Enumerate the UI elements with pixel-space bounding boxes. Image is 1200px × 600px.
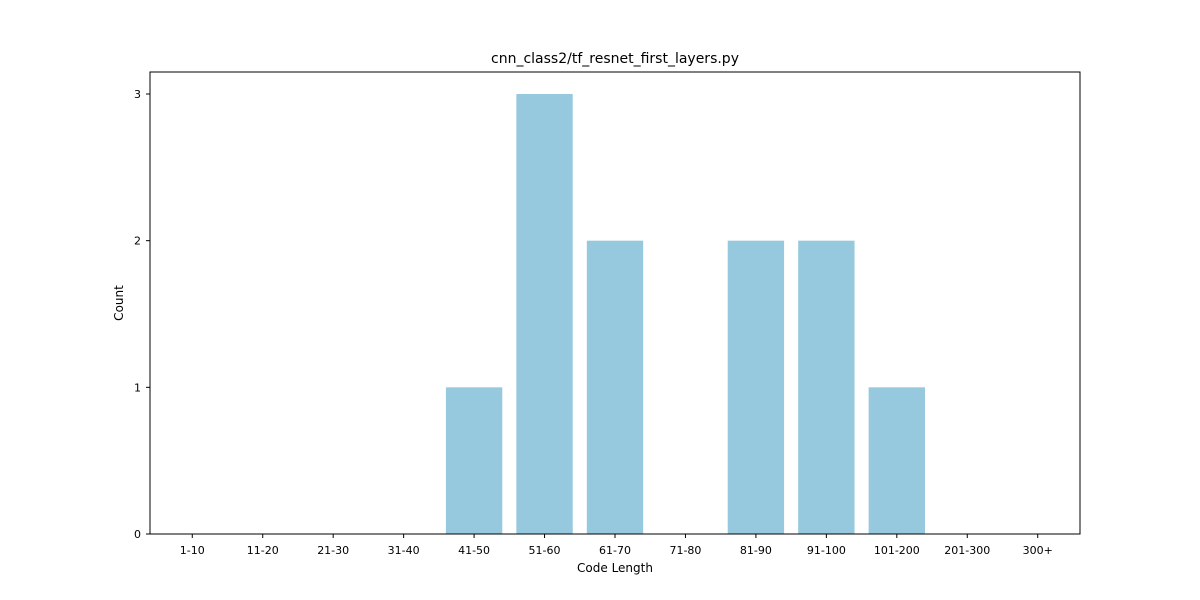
y-axis-ticks: 0 1 2 3: [134, 88, 150, 541]
x-tick-label: 71-80: [669, 544, 701, 557]
x-tick-label: 11-20: [247, 544, 279, 557]
bar-51-60: [516, 94, 573, 534]
x-tick-label: 31-40: [388, 544, 420, 557]
y-tick-label: 1: [134, 381, 141, 394]
x-tick-label: 300+: [1023, 544, 1053, 557]
x-axis-ticks: 1-10 11-20 21-30 31-40 41-50 51-60 61-70 71-80 8…: [180, 534, 1053, 557]
x-tick-label: 1-10: [180, 544, 205, 557]
x-tick-label: 201-300: [944, 544, 990, 557]
x-axis-label: Code Length: [577, 561, 653, 575]
bar-101-200: [868, 387, 925, 534]
y-axis-label: Count: [112, 285, 126, 321]
x-tick-label: 61-70: [599, 544, 631, 557]
x-tick-label: 41-50: [458, 544, 490, 557]
y-tick-label: 2: [134, 235, 141, 248]
x-tick-label: 101-200: [874, 544, 920, 557]
y-tick-label: 3: [134, 88, 141, 101]
plot-frame: [149, 71, 1081, 535]
x-tick-label: 51-60: [529, 544, 561, 557]
bars-group: [445, 94, 925, 534]
x-tick-label: 21-30: [317, 544, 349, 557]
bar-91-100: [798, 240, 855, 534]
y-tick-label: 0: [134, 528, 141, 541]
bar-41-50: [445, 387, 503, 534]
chart-title: cnn_class2/tf_resnet_first_layers.py: [491, 51, 739, 67]
bar-81-90: [727, 240, 785, 534]
bar-61-70: [586, 240, 644, 534]
x-tick-label: 81-90: [740, 544, 772, 557]
x-tick-label: 91-100: [807, 544, 846, 557]
